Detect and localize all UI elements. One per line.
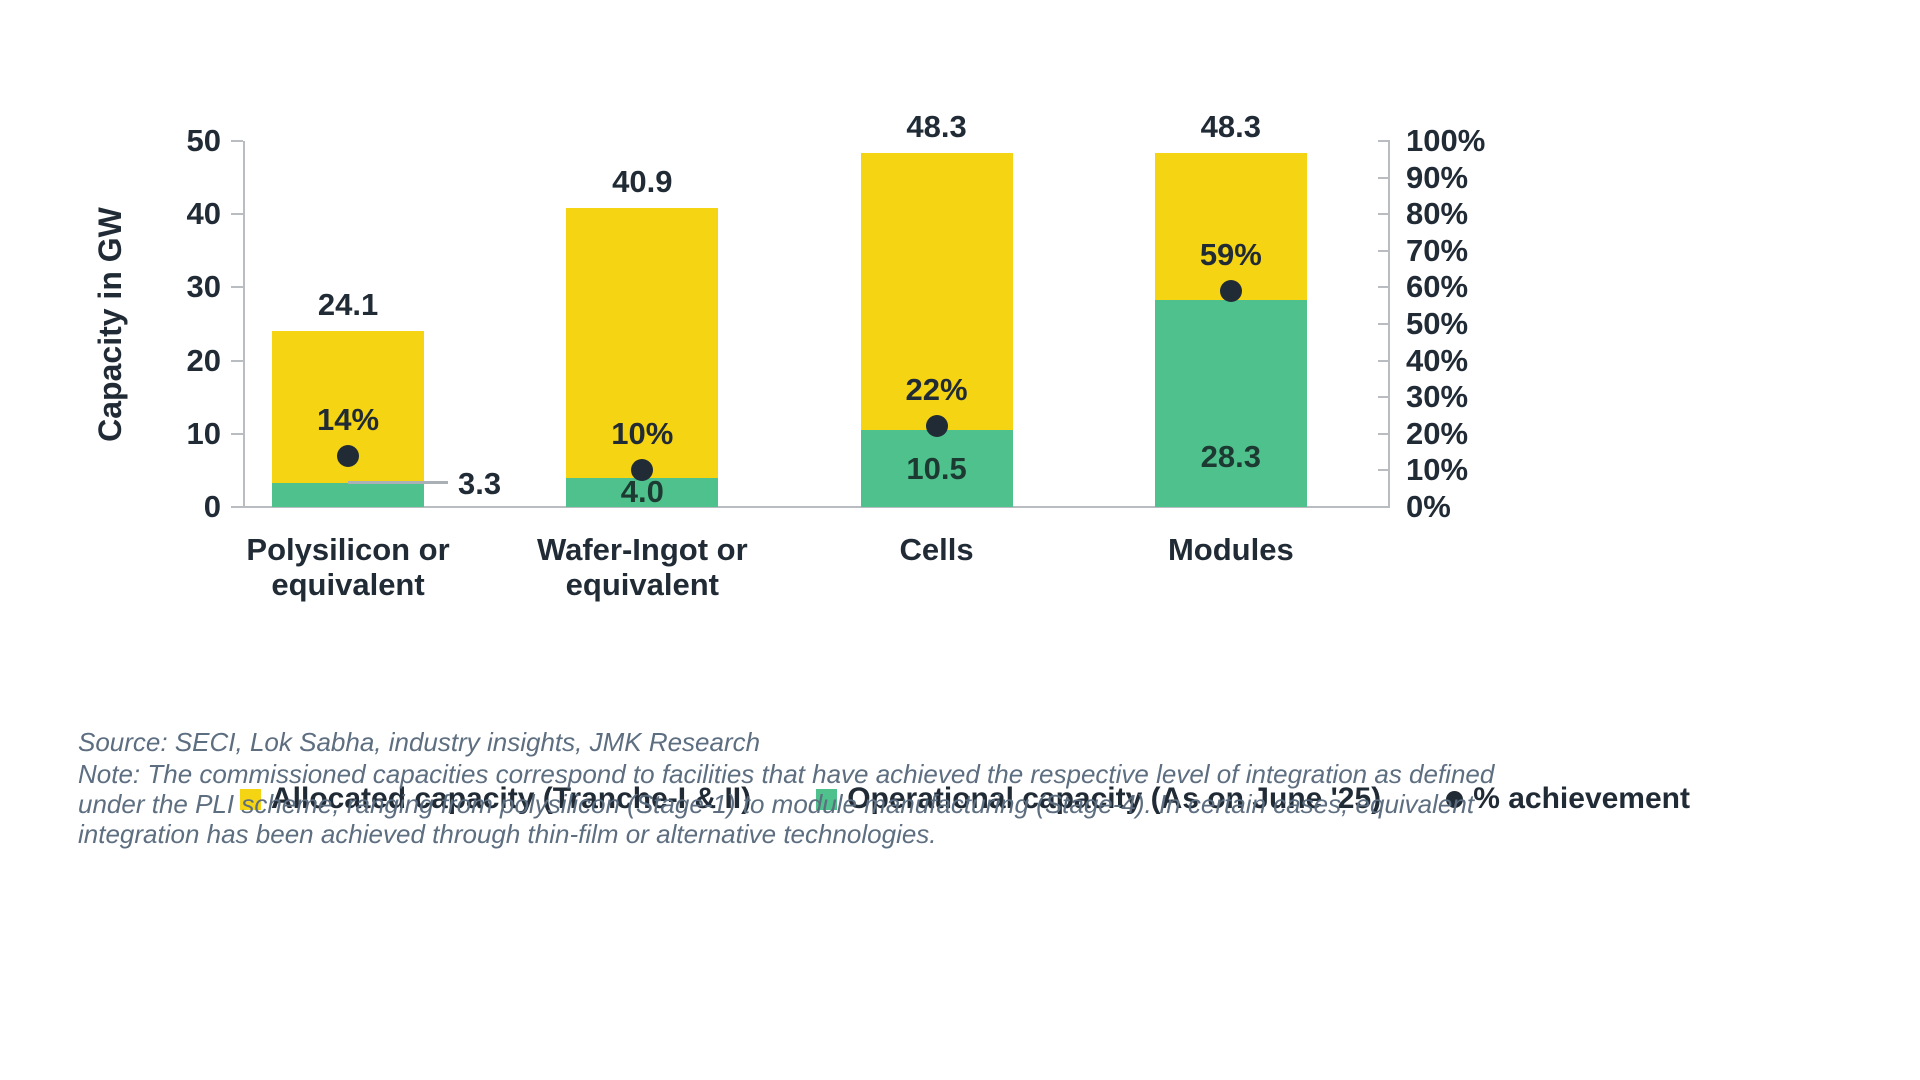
right-axis-tick-label: 100% bbox=[1406, 123, 1486, 158]
category-label: Wafer-Ingot or equivalent bbox=[536, 532, 748, 602]
right-axis-tick bbox=[1378, 396, 1390, 399]
achievement-dot bbox=[337, 444, 360, 467]
category-label: Cells bbox=[899, 532, 974, 567]
right-axis-tick bbox=[1378, 469, 1390, 472]
operational-callout-line bbox=[348, 480, 449, 484]
operational-value-label: 28.3 bbox=[1200, 439, 1262, 474]
achievement-dot-icon bbox=[1446, 790, 1464, 808]
bar-1-operational bbox=[272, 482, 425, 507]
left-axis-tick bbox=[231, 432, 243, 435]
right-axis-tick bbox=[1378, 506, 1390, 508]
allocated-value-label: 40.9 bbox=[612, 163, 673, 199]
allocated-value-label: 48.3 bbox=[906, 109, 967, 145]
left-axis-tick-label: 20 bbox=[186, 342, 221, 378]
operational-value-label: 10.5 bbox=[906, 450, 967, 486]
achievement-value-label: 14% bbox=[317, 401, 380, 437]
legend-label-allocated: Allocated capacity (Tranche-I & II) bbox=[271, 782, 752, 815]
right-axis-tick-label: 70% bbox=[1406, 232, 1469, 268]
left-axis-tick bbox=[231, 140, 243, 142]
left-axis-tick-label: 10 bbox=[186, 415, 221, 451]
legend: Allocated capacity (Tranche-I & II) Oper… bbox=[240, 782, 1690, 816]
left-axis-line bbox=[243, 141, 245, 507]
operational-value-label: 3.3 bbox=[458, 465, 502, 501]
right-axis-tick-label: 0% bbox=[1406, 489, 1451, 524]
x-axis-line bbox=[243, 506, 1390, 508]
left-axis-tick bbox=[231, 286, 243, 289]
achievement-dot bbox=[925, 415, 948, 438]
bar-4-allocated: 48.3 59% 28.3 bbox=[1154, 109, 1307, 507]
allocated-value-label: 24.1 bbox=[317, 286, 379, 322]
category-label: Polysilicon or equivalent bbox=[246, 532, 450, 602]
allocated-swatch-icon bbox=[240, 788, 261, 810]
right-axis-tick bbox=[1378, 249, 1390, 252]
left-axis-tick-label: 50 bbox=[186, 123, 221, 158]
left-axis-tick bbox=[231, 213, 243, 216]
legend-item-allocated: Allocated capacity (Tranche-I & II) bbox=[240, 782, 751, 816]
achievement-value-label: 59% bbox=[1199, 237, 1262, 273]
achievement-dot bbox=[631, 459, 654, 482]
left-axis-tick-label: 30 bbox=[186, 269, 221, 305]
right-axis-tick-label: 80% bbox=[1406, 196, 1469, 232]
y-axis-title-text: Capacity in GW bbox=[91, 206, 128, 442]
legend-label-operational: Operational capacity (As on June '25) bbox=[847, 782, 1382, 815]
category-label: Modules bbox=[1167, 532, 1294, 567]
legend-item-achievement: % achievement bbox=[1446, 782, 1690, 816]
legend-label-achievement: % achievement bbox=[1473, 782, 1690, 815]
achievement-dot bbox=[1219, 280, 1242, 303]
right-axis-tick-label: 20% bbox=[1406, 415, 1469, 451]
right-axis-tick bbox=[1378, 323, 1390, 325]
bar-1-allocated: 24.1 14% 3.3 bbox=[272, 287, 501, 507]
right-axis-tick-label: 90% bbox=[1406, 159, 1469, 195]
achievement-value-label: 10% bbox=[611, 416, 674, 452]
note-text: Note: The commissioned capacities corres… bbox=[78, 758, 1495, 849]
right-axis-tick bbox=[1378, 140, 1390, 142]
source-text: Source: SECI, Lok Sabha, industry insigh… bbox=[78, 727, 761, 757]
operational-value-label: 4.0 bbox=[620, 474, 664, 510]
y-axis-title: Capacity in GW bbox=[88, 141, 132, 507]
right-axis-tick-label: 30% bbox=[1406, 379, 1469, 415]
right-axis-tick bbox=[1378, 432, 1390, 435]
right-axis-tick bbox=[1378, 286, 1390, 289]
right-axis-tick-label: 10% bbox=[1406, 452, 1469, 488]
bar-4-operational bbox=[1154, 299, 1307, 507]
right-axis-tick bbox=[1378, 176, 1390, 179]
right-axis-tick bbox=[1378, 213, 1390, 216]
bar-2-operational bbox=[566, 477, 719, 507]
right-axis-tick-label: 60% bbox=[1406, 269, 1469, 305]
bar-3-operational bbox=[860, 430, 1013, 507]
footer: Source: SECI, Lok Sabha, industry insigh… bbox=[78, 727, 1508, 850]
achievement-value-label: 22% bbox=[905, 372, 968, 408]
left-axis-tick-label: 0 bbox=[203, 489, 221, 524]
right-axis-tick-label: 40% bbox=[1406, 342, 1469, 378]
left-axis-tick-label: 40 bbox=[186, 196, 221, 232]
allocated-value-label: 48.3 bbox=[1200, 109, 1262, 145]
left-axis-tick bbox=[231, 359, 243, 362]
right-axis-tick-label: 50% bbox=[1406, 306, 1469, 341]
plot-area: 0 10 20 30 40 50 0% 10% 20% 30% 40% 50% 60% 70% 80% 90%… bbox=[187, 109, 1486, 601]
left-axis-tick bbox=[231, 506, 243, 508]
bar-3-allocated: 48.3 22% 10.5 bbox=[860, 109, 1013, 507]
right-axis-tick bbox=[1378, 359, 1390, 362]
legend-item-operational: Operational capacity (As on June '25) bbox=[816, 782, 1381, 816]
bar-2-allocated: 40.9 10% 4.0 bbox=[566, 164, 719, 510]
operational-swatch-icon bbox=[816, 788, 838, 810]
